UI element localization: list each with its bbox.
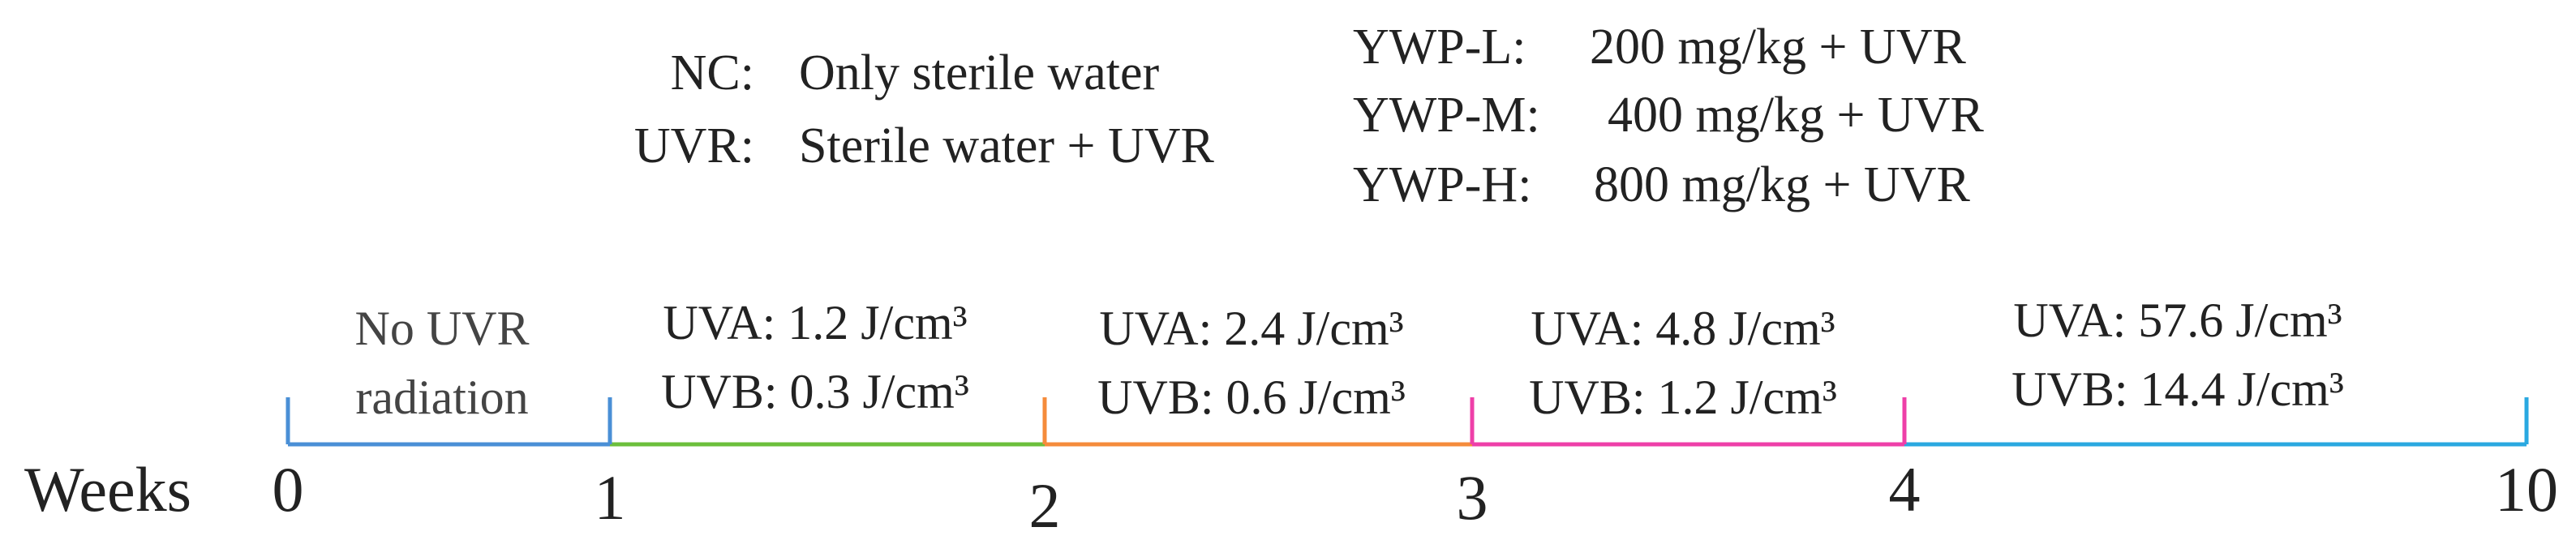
legend-right: YWP-L: 200 mg/kg + UVR YWP-M: 400 mg/kg …: [1353, 19, 1984, 212]
tick-label-0: 0: [273, 454, 304, 525]
legend-left-desc-nc: Only sterile water: [799, 45, 1160, 101]
tick-label-1: 1: [595, 462, 626, 533]
axis-label-weeks: Weeks: [24, 454, 191, 525]
segment-1-line2: UVB: 0.3 J/cm³: [661, 365, 969, 418]
legend-left-label-nc: NC:: [671, 45, 754, 101]
tick-label-4: 4: [1889, 454, 1921, 525]
legend-left: NC: Only sterile water UVR: Sterile wate…: [634, 45, 1215, 174]
legend-right-desc-ywp-m: 400 mg/kg + UVR: [1608, 88, 1984, 143]
legend-left-label-uvr: UVR:: [634, 118, 754, 174]
segment-2-line2: UVB: 0.6 J/cm³: [1097, 371, 1406, 424]
timeline-ticks: [286, 397, 2529, 444]
segment-labels: No UVR radiation UVA: 1.2 J/cm³ UVB: 0.3…: [354, 294, 2343, 424]
segment-1-line1: UVA: 1.2 J/cm³: [663, 296, 967, 349]
segment-4-line2: UVB: 14.4 J/cm³: [2011, 362, 2344, 416]
segment-3-line2: UVB: 1.2 J/cm³: [1529, 371, 1837, 424]
tick-label-10: 10: [2495, 454, 2558, 525]
tick-label-2: 2: [1029, 470, 1061, 540]
legend-right-label-ywp-h: YWP-H:: [1353, 157, 1531, 212]
segment-3-line1: UVA: 4.8 J/cm³: [1531, 302, 1835, 355]
legend-right-desc-ywp-l: 200 mg/kg + UVR: [1590, 19, 1966, 75]
tick-labels: 0 1 2 3 4 10: [273, 454, 2559, 540]
segment-4-line1: UVA: 57.6 J/cm³: [2013, 294, 2342, 347]
legend-right-label-ywp-m: YWP-M:: [1353, 88, 1540, 143]
tick-label-3: 3: [1457, 462, 1488, 533]
segment-0-line2: radiation: [355, 371, 528, 424]
segment-0-line1: No UVR: [354, 302, 529, 355]
legend-right-desc-ywp-h: 800 mg/kg + UVR: [1594, 157, 1970, 212]
legend-right-label-ywp-l: YWP-L:: [1353, 19, 1526, 75]
segment-2-line1: UVA: 2.4 J/cm³: [1099, 302, 1403, 355]
legend-left-desc-uvr: Sterile water + UVR: [799, 118, 1215, 174]
